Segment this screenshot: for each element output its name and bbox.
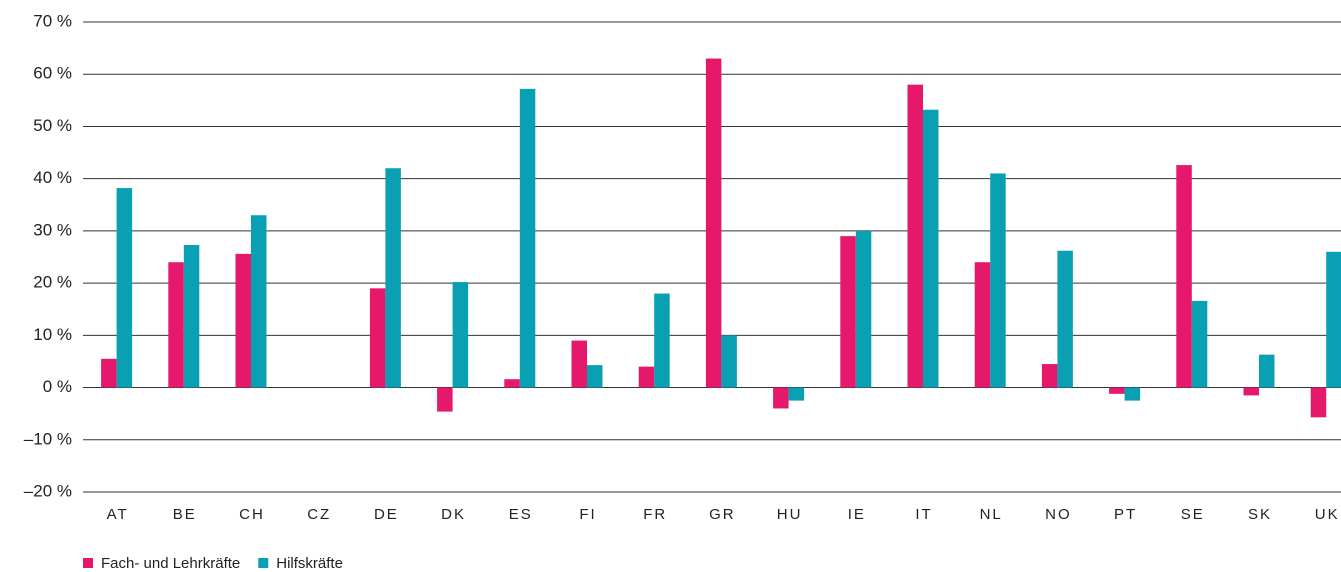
bar: [504, 379, 520, 388]
bar: [116, 188, 133, 388]
bar: [974, 262, 991, 388]
bar: [705, 58, 722, 388]
bar: [1124, 387, 1141, 401]
x-tick-label: ES: [509, 506, 533, 523]
bar: [1041, 364, 1058, 388]
bar: [1259, 354, 1275, 388]
y-tick-label: –20 %: [24, 481, 72, 500]
x-tick-label: SE: [1181, 506, 1205, 523]
bar: [1109, 387, 1125, 394]
y-tick-label: 60 %: [33, 64, 72, 83]
legend-swatch: [83, 558, 93, 568]
bar: [369, 288, 386, 388]
y-tick-label: 40 %: [33, 168, 72, 187]
bar: [1191, 300, 1208, 388]
bar: [840, 236, 856, 388]
y-tick-label: 10 %: [33, 325, 72, 344]
bar: [773, 387, 789, 409]
x-tick-label: AT: [107, 506, 129, 523]
bar: [385, 168, 401, 388]
bar: [183, 244, 200, 388]
bar: [235, 253, 251, 388]
x-tick-label: NL: [980, 506, 1003, 523]
bar: [587, 365, 603, 388]
bar: [855, 230, 872, 388]
y-tick-label: 20 %: [33, 273, 72, 292]
legend-label: Fach- und Lehrkräfte: [101, 555, 240, 572]
bar: [437, 387, 453, 412]
x-tick-label: UK: [1315, 506, 1340, 523]
x-tick-label: DE: [374, 506, 399, 523]
legend-label: Hilfskräfte: [276, 555, 343, 572]
x-tick-label: FR: [643, 506, 667, 523]
y-tick-label: –10 %: [24, 429, 72, 448]
bar: [907, 84, 923, 388]
y-tick-label: 70 %: [33, 11, 72, 30]
bar: [519, 88, 536, 388]
bar: [923, 109, 939, 388]
y-tick-label: 0 %: [43, 377, 72, 396]
x-tick-label: CH: [239, 506, 265, 523]
bar: [654, 293, 670, 388]
y-tick-label: 30 %: [33, 220, 72, 239]
bar: [638, 366, 655, 388]
bar: [721, 335, 737, 388]
bar: [101, 358, 117, 388]
x-tick-label: PT: [1114, 506, 1137, 523]
x-tick-label: GR: [709, 506, 736, 523]
bar: [1243, 387, 1259, 396]
bar: [251, 215, 267, 388]
bar: [1176, 165, 1192, 388]
x-tick-label: CZ: [307, 506, 331, 523]
bar: [990, 173, 1006, 388]
bar: [1057, 250, 1073, 388]
x-tick-label: HU: [777, 506, 803, 523]
x-tick-label: IT: [915, 506, 932, 523]
y-tick-label: 50 %: [33, 116, 72, 135]
legend-swatch: [258, 558, 269, 568]
x-tick-label: BE: [173, 506, 197, 523]
bar: [168, 262, 184, 388]
x-tick-label: SK: [1248, 506, 1272, 523]
bar: [1326, 251, 1341, 388]
x-tick-label: DK: [441, 506, 466, 523]
x-tick-label: FI: [579, 506, 596, 523]
x-tick-label: NO: [1045, 506, 1072, 523]
bar: [571, 340, 587, 388]
x-tick-label: IE: [848, 506, 866, 523]
bar: [452, 282, 469, 388]
bar: [788, 387, 805, 401]
bar: [1310, 387, 1327, 418]
